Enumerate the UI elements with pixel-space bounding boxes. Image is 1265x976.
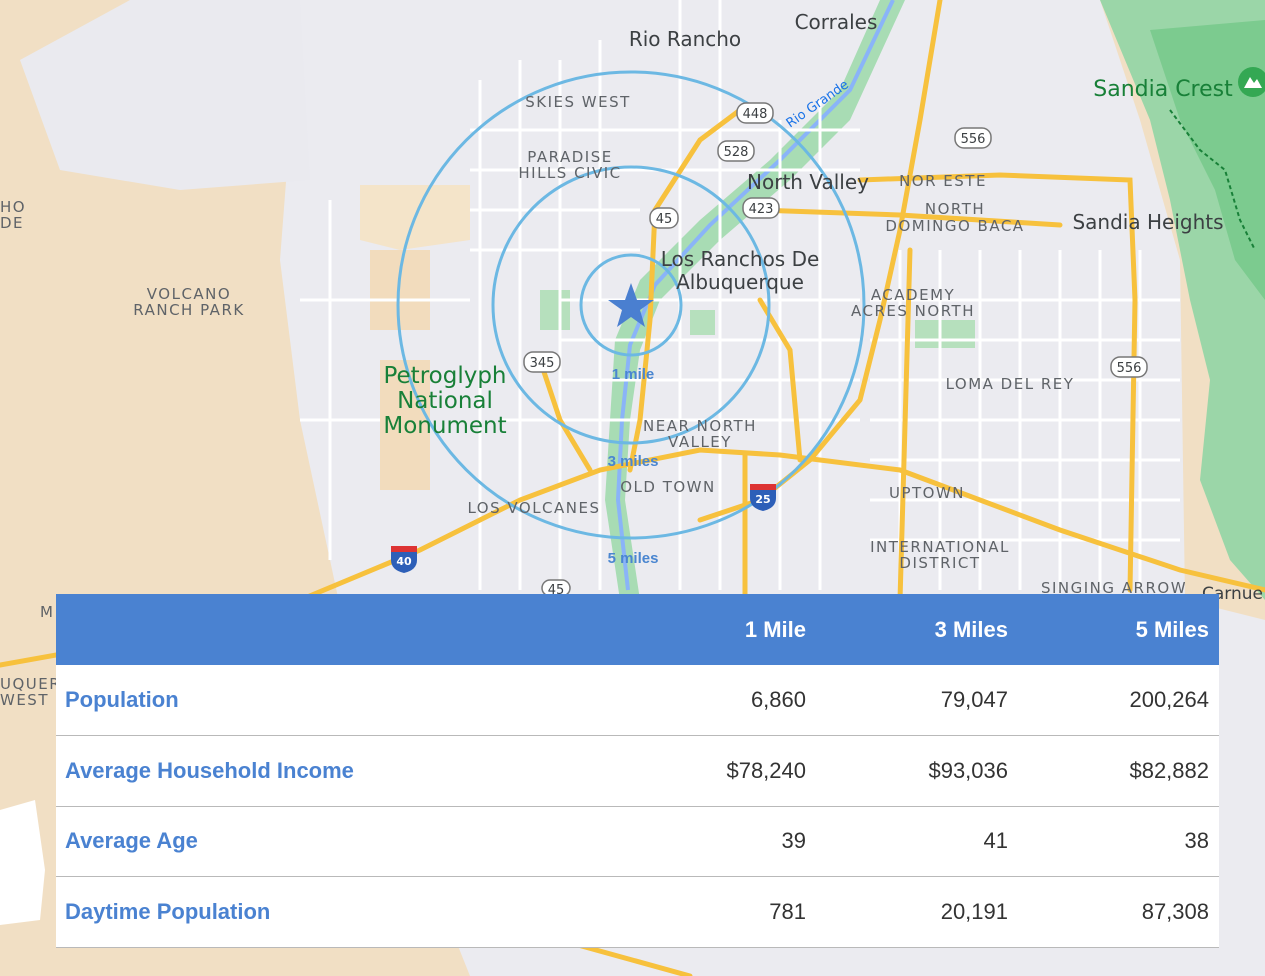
ring-label-3-miles: 3 miles [608,453,659,470]
route-shield-345: 345 [523,351,561,373]
place-near-north-valley-1: NEAR NORTH [643,417,757,435]
table-row-household-income: Average Household Income $78,240 $93,036… [56,736,1219,806]
place-paradise-hills-1: PARADISE [527,148,612,166]
desert-patch [380,360,430,490]
svg-text:448: 448 [743,107,768,122]
ring-1-mile [579,253,683,357]
rio-grande-river [615,0,895,591]
cell-1-mile: 6,860 [750,687,806,712]
route-shield-556-east: 556 [1110,356,1148,378]
place-los-ranchos-2: Albuquerque [676,270,804,294]
row-label: Average Age [65,828,198,854]
place-north-domingo-2: DOMINGO BACA [885,217,1024,235]
radius-rings [396,70,866,540]
ring-label-1-mile: 1 mile [612,366,655,383]
park [690,310,715,335]
row-label: Daytime Population [65,898,271,924]
edge-label-ho: HO [0,198,26,216]
cell-3-miles: $93,036 [928,757,1008,783]
route-shield-528: 528 [717,140,755,162]
header-5-miles: 5 Miles [1135,616,1209,642]
ring-5-mile [396,70,866,540]
row-label: Average Household Income [65,757,354,783]
edge-label-m: M [40,603,54,621]
route-shield-423: 423 [742,197,780,219]
cell-5-miles: 38 [1184,828,1209,854]
location-star-icon[interactable] [608,283,654,327]
place-petroglyph-3: Monument [383,413,506,439]
table-row-daytime-population: Daytime Population 781 20,191 87,308 [56,877,1219,947]
cell-1-mile: 39 [781,828,806,854]
place-los-volcanes: LOS VOLCANES [467,499,600,517]
table-row-population: Population 6,860 79,047 200,264 [56,665,1219,736]
interstate-40-shield: 40 [391,546,417,573]
table-row-average-age: Average Age 39 41 38 [56,806,1219,877]
header-3-miles: 3 Miles [934,616,1008,642]
interstate-25-shield: 25 [750,484,776,511]
park [915,320,975,348]
header-blank [56,594,596,665]
route-shield-45-north: 45 [649,207,679,229]
place-loma-del-rey: LOMA DEL REY [946,375,1075,393]
place-international-1: INTERNATIONAL [870,538,1010,556]
place-uptown: UPTOWN [889,484,965,502]
place-old-town: OLD TOWN [620,478,716,496]
demographics-table-panel: 1 Mile 3 Miles 5 Miles Population 6,860 … [56,594,1219,947]
urban-area-west [20,0,310,190]
table-header-row: 1 Mile 3 Miles 5 Miles [56,594,1219,665]
svg-text:40: 40 [396,555,412,568]
route-shield-448: 448 [736,102,774,124]
place-paradise-hills-2: HILLS CIVIC [518,164,621,182]
desert-patch [370,250,430,330]
svg-text:345: 345 [530,356,555,371]
ring-3-mile [491,165,771,445]
place-volcano-ranch-1: VOLCANO [147,285,231,303]
svg-text:45: 45 [656,212,673,227]
svg-text:25: 25 [755,493,770,506]
place-rio-rancho: Rio Rancho [629,27,741,51]
svg-text:528: 528 [724,145,749,160]
street-grid [300,0,1180,590]
place-international-2: DISTRICT [899,554,980,572]
header-1-mile: 1 Mile [744,616,806,642]
place-nor-este: NOR ESTE [899,172,987,190]
cell-3-miles: 41 [983,828,1008,854]
edge-label-uquerq: UQUERQ [0,675,74,693]
edge-label-de: DE [0,214,24,232]
place-singing-arrow: SINGING ARROW [1041,579,1187,597]
park [540,290,570,330]
svg-text:423: 423 [749,202,774,217]
cell-5-miles: 200,264 [1129,687,1209,712]
svg-text:556: 556 [1117,361,1142,376]
cell-3-miles: 79,047 [940,687,1008,712]
place-academy-acres-2: ACRES NORTH [851,302,975,320]
row-label: Population [65,687,179,712]
river-corridor [605,0,905,600]
place-near-north-valley-2: VALLEY [668,433,732,451]
cell-5-miles: $82,882 [1129,757,1209,783]
place-skies-west: SKIES WEST [525,93,631,111]
cell-3-miles: 20,191 [940,898,1008,924]
svg-text:556: 556 [961,132,986,147]
place-north-valley: North Valley [747,170,869,194]
peak-icon [1238,67,1265,97]
ring-label-5-miles: 5 miles [608,550,659,567]
demographics-table: 1 Mile 3 Miles 5 Miles Population 6,860 … [56,594,1219,948]
cell-5-miles: 87,308 [1141,898,1209,924]
route-shield-556-north: 556 [954,127,992,149]
place-north-domingo-1: NORTH [925,200,985,218]
place-sandia-heights: Sandia Heights [1072,210,1223,234]
cell-1-mile: $78,240 [726,757,806,783]
sandia-mountains-dark [1150,20,1265,300]
white-patch [0,800,45,925]
place-volcano-ranch-2: RANCH PARK [133,301,244,319]
place-petroglyph-2: National [397,388,493,414]
place-sandia-crest: Sandia Crest [1093,77,1233,102]
place-los-ranchos-1: Los Ranchos De [661,247,820,271]
place-petroglyph-1: Petroglyph [383,363,506,389]
cell-1-mile: 781 [769,898,806,924]
place-corrales: Corrales [795,10,878,34]
edge-label-west: WEST [0,691,49,709]
place-academy-acres-1: ACADEMY [871,286,955,304]
